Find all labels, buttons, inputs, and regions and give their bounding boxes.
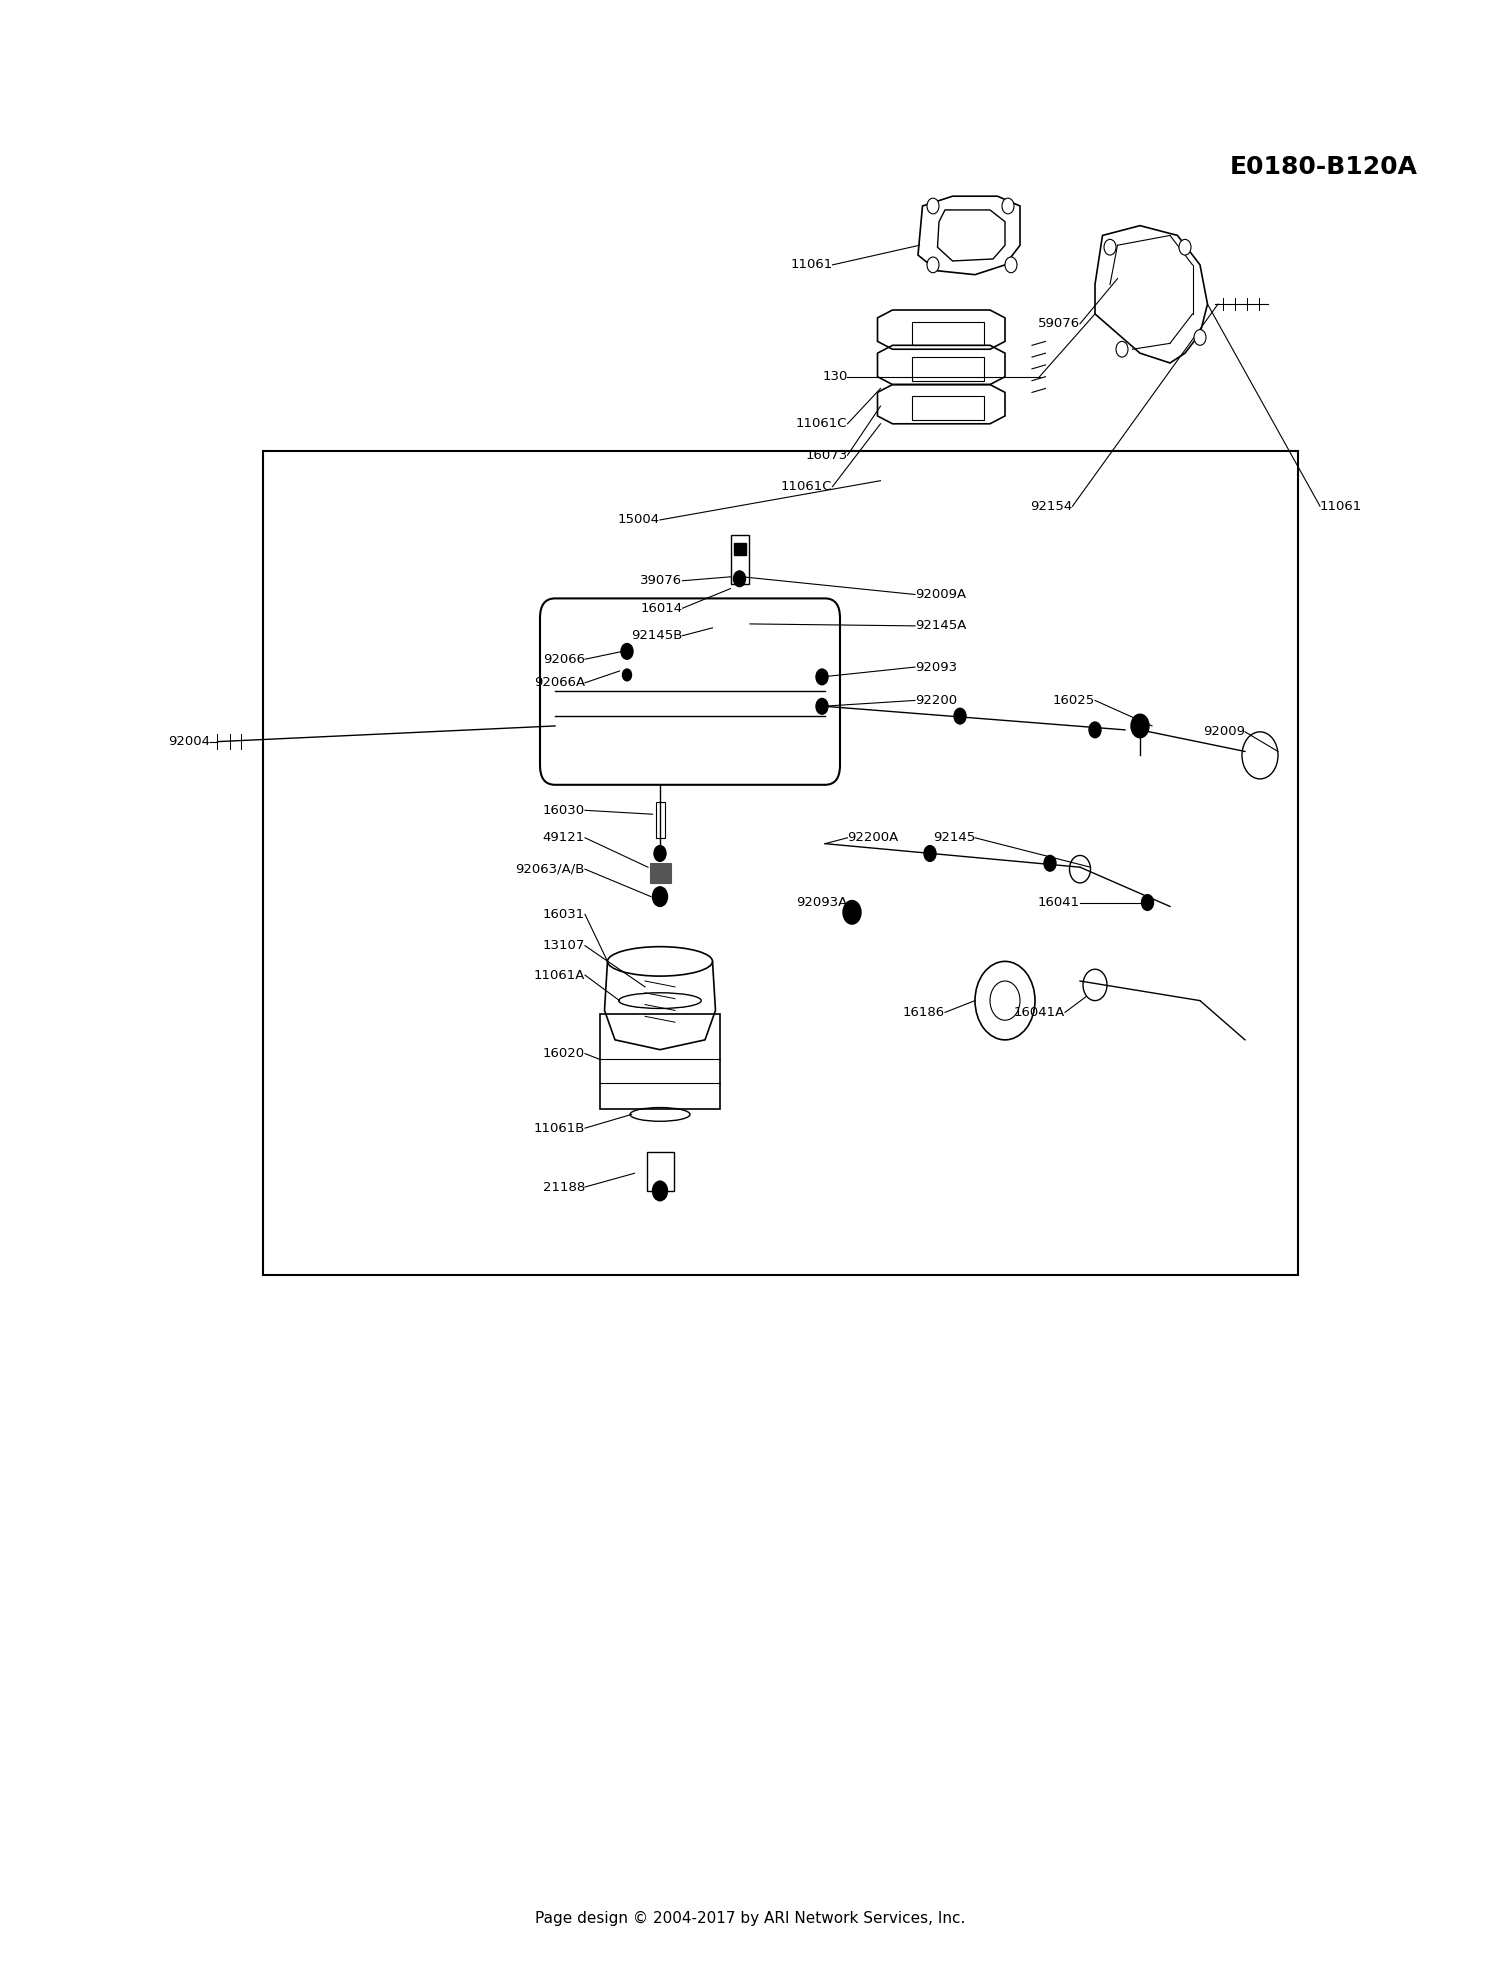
Text: 49121: 49121 xyxy=(543,832,585,844)
Text: 13107: 13107 xyxy=(543,940,585,952)
Circle shape xyxy=(1179,239,1191,255)
Circle shape xyxy=(1131,714,1149,738)
Circle shape xyxy=(654,846,666,861)
Text: 59076: 59076 xyxy=(1038,318,1080,330)
Bar xyxy=(730,534,748,583)
Bar xyxy=(912,357,984,381)
Text: 92009: 92009 xyxy=(1203,726,1245,738)
Text: 92200A: 92200A xyxy=(847,832,898,844)
Bar xyxy=(734,543,746,555)
Text: 11061: 11061 xyxy=(790,259,832,271)
Text: 92145A: 92145A xyxy=(915,620,966,632)
Text: 16014: 16014 xyxy=(640,602,682,614)
Circle shape xyxy=(622,669,632,681)
Text: E0180-B120A: E0180-B120A xyxy=(1230,155,1418,179)
Circle shape xyxy=(734,571,746,587)
Text: 16041: 16041 xyxy=(1038,897,1080,908)
Circle shape xyxy=(1044,855,1056,871)
Text: ARI: ARI xyxy=(458,793,1042,1091)
Circle shape xyxy=(621,644,633,659)
Circle shape xyxy=(1089,722,1101,738)
Bar xyxy=(650,863,670,883)
Bar xyxy=(912,396,984,420)
Text: 16031: 16031 xyxy=(543,908,585,920)
Text: 16030: 16030 xyxy=(543,804,585,816)
Circle shape xyxy=(924,846,936,861)
Text: 92154: 92154 xyxy=(1030,500,1072,512)
Bar xyxy=(656,802,664,838)
Circle shape xyxy=(1142,895,1154,910)
Text: 92066: 92066 xyxy=(543,653,585,665)
Text: 11061C: 11061C xyxy=(782,481,832,492)
Text: 16041A: 16041A xyxy=(1014,1007,1065,1018)
Text: 21188: 21188 xyxy=(543,1181,585,1193)
Circle shape xyxy=(652,1181,668,1201)
Bar xyxy=(600,1014,720,1109)
Text: 92063/A/B: 92063/A/B xyxy=(516,863,585,875)
Circle shape xyxy=(652,887,668,906)
Circle shape xyxy=(1002,198,1014,214)
Text: 92009A: 92009A xyxy=(915,589,966,600)
Text: 130: 130 xyxy=(822,371,848,383)
Text: 16025: 16025 xyxy=(1053,695,1095,706)
Circle shape xyxy=(816,669,828,685)
Circle shape xyxy=(1005,257,1017,273)
Text: Page design © 2004-2017 by ARI Network Services, Inc.: Page design © 2004-2017 by ARI Network S… xyxy=(536,1911,964,1927)
Text: 16020: 16020 xyxy=(543,1048,585,1059)
Text: 11061C: 11061C xyxy=(796,418,847,430)
Text: 92066A: 92066A xyxy=(534,677,585,689)
Text: 15004: 15004 xyxy=(618,514,660,526)
Text: 92093A: 92093A xyxy=(796,897,847,908)
Circle shape xyxy=(1194,330,1206,345)
Circle shape xyxy=(1116,341,1128,357)
Bar xyxy=(646,1152,674,1191)
Bar xyxy=(262,451,1298,1275)
Text: 92200: 92200 xyxy=(915,695,957,706)
Text: 16073: 16073 xyxy=(806,449,847,461)
Circle shape xyxy=(816,698,828,714)
Text: 92004: 92004 xyxy=(168,736,210,748)
Circle shape xyxy=(927,257,939,273)
Bar xyxy=(912,322,984,345)
Text: 92093: 92093 xyxy=(915,661,957,673)
Text: 92145B: 92145B xyxy=(632,630,682,642)
Text: 11061A: 11061A xyxy=(534,969,585,981)
Text: 11061B: 11061B xyxy=(534,1122,585,1134)
Text: 92145: 92145 xyxy=(933,832,975,844)
Circle shape xyxy=(927,198,939,214)
Circle shape xyxy=(843,901,861,924)
Text: 39076: 39076 xyxy=(640,575,682,587)
Circle shape xyxy=(954,708,966,724)
Text: 16186: 16186 xyxy=(903,1007,945,1018)
Text: 11061: 11061 xyxy=(1320,500,1362,512)
Circle shape xyxy=(1104,239,1116,255)
